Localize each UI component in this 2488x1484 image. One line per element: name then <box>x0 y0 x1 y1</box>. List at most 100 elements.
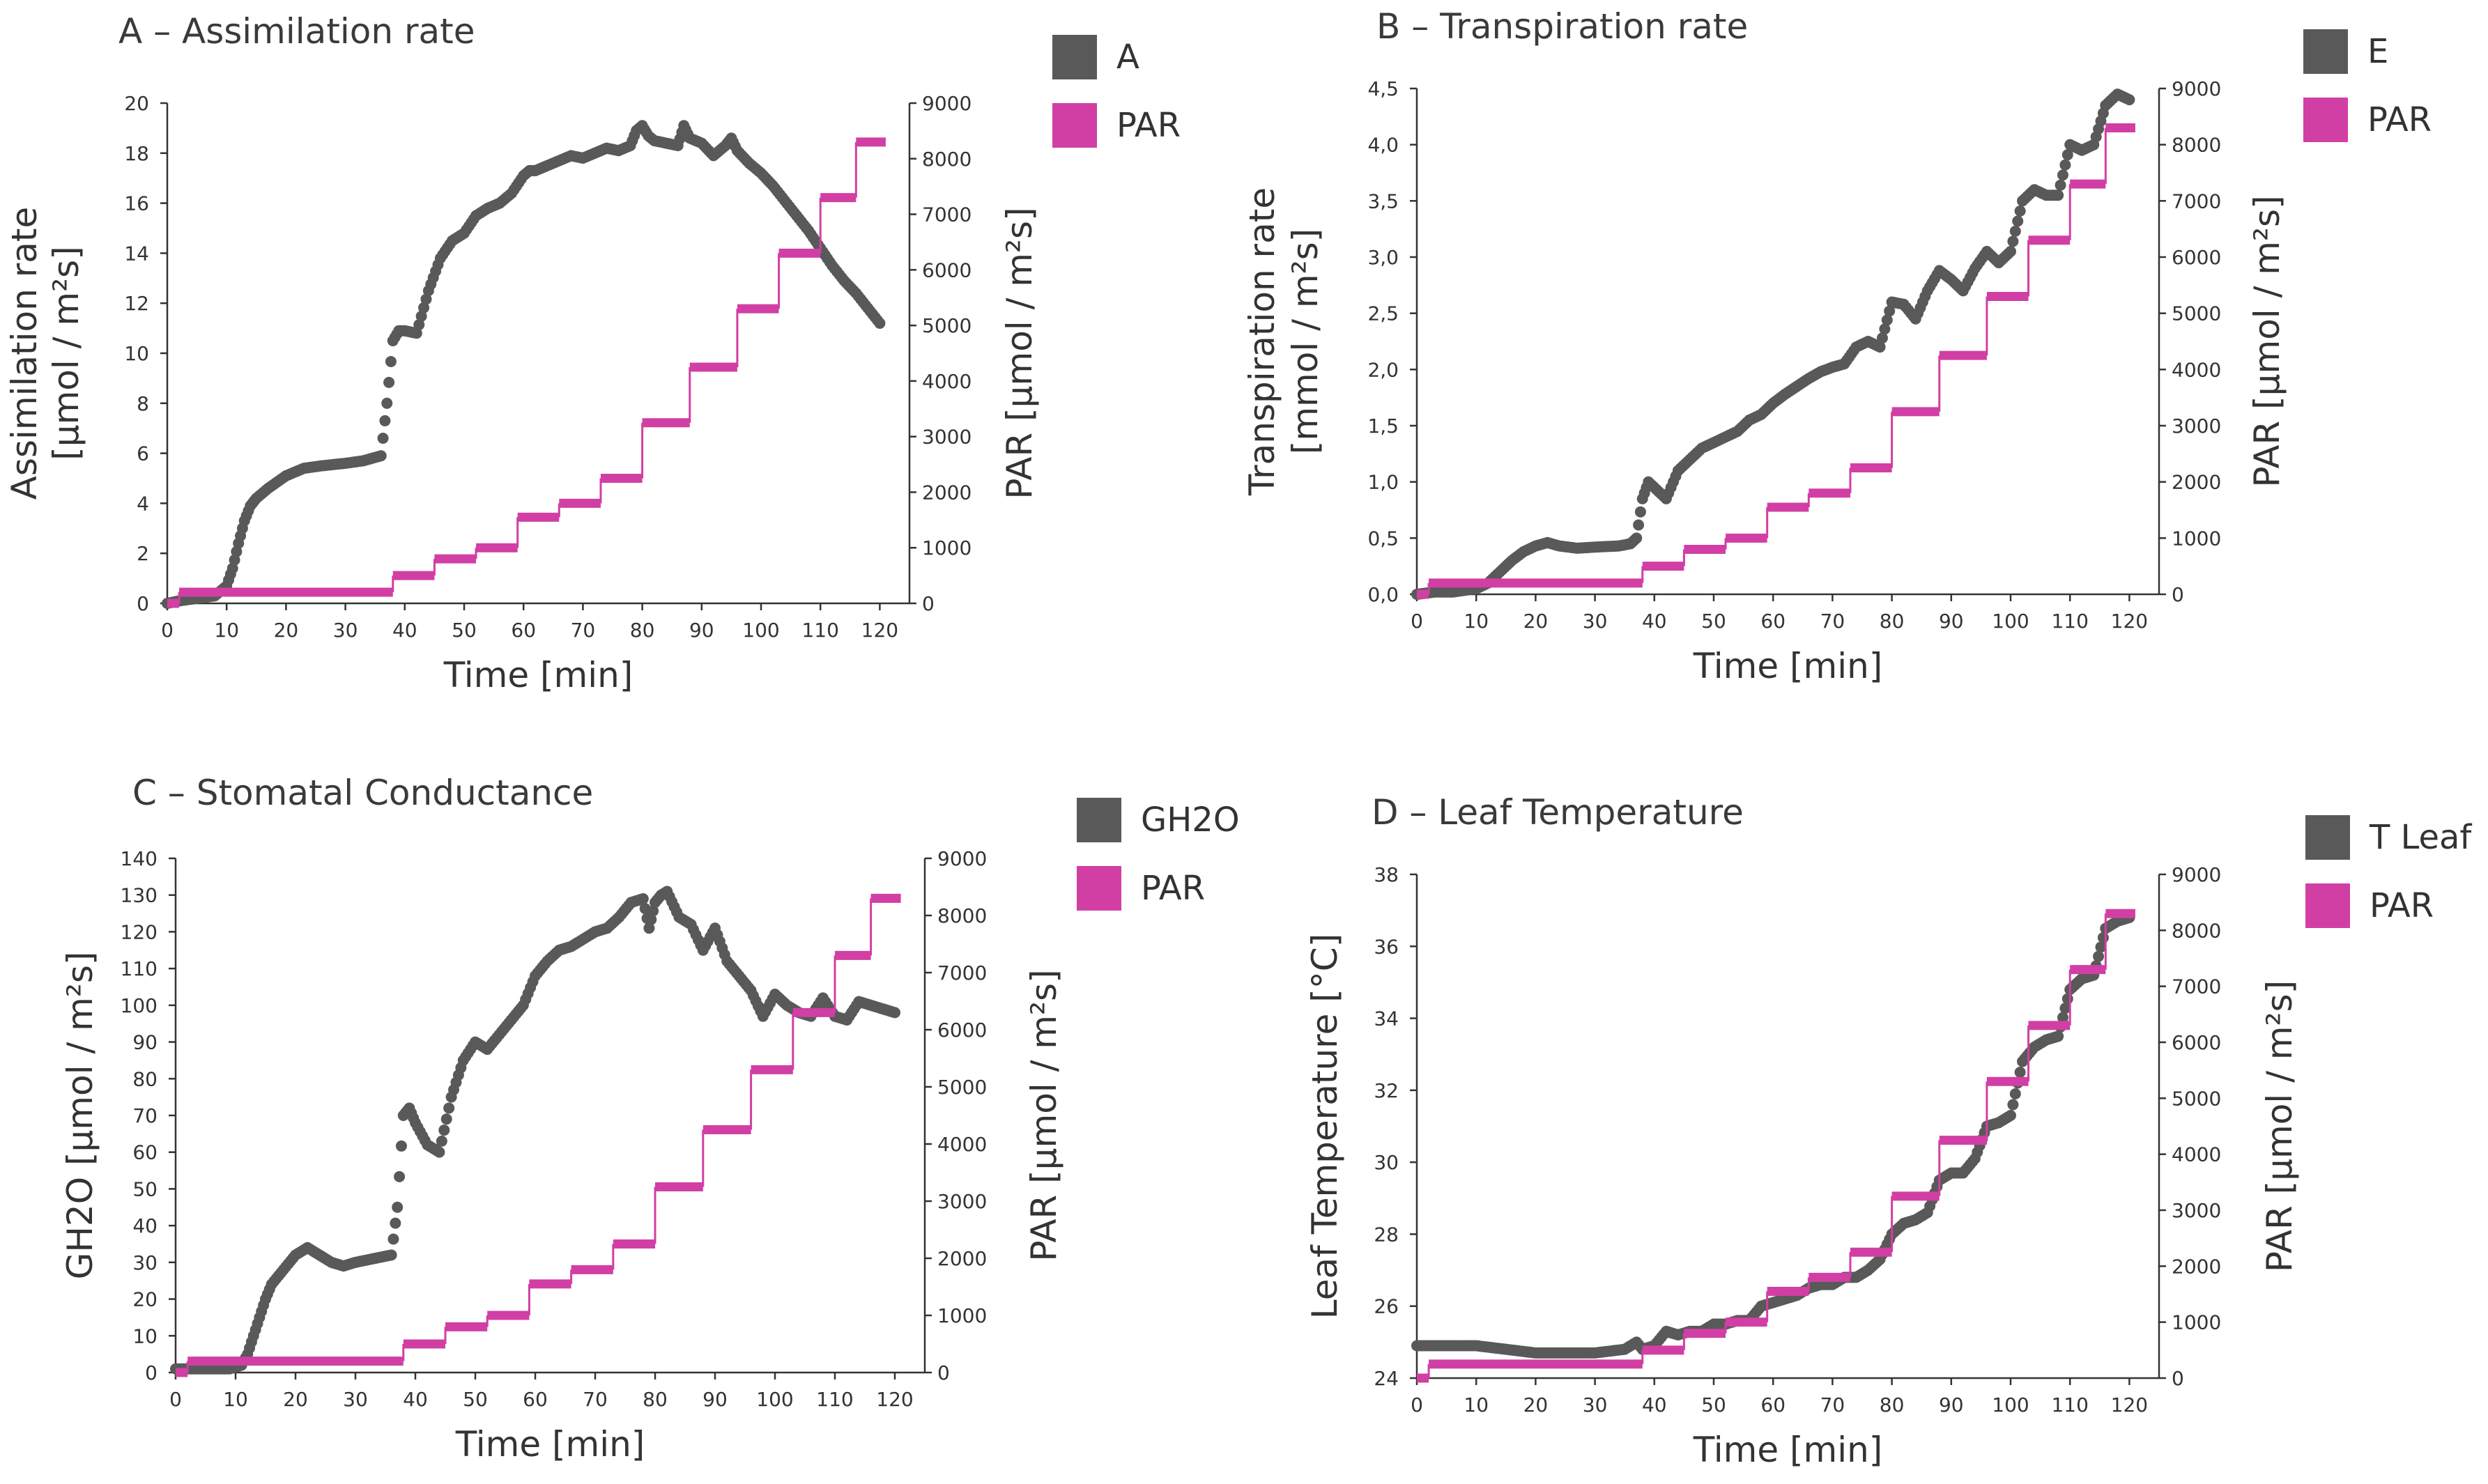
panel-b-legend: E PAR <box>2303 29 2432 142</box>
panel-b-data-point <box>2012 215 2024 227</box>
panel-a-x-tick-label: 10 <box>214 619 239 642</box>
panel-c-data-point <box>395 1140 407 1152</box>
panel-a-y-tick-label: 18 <box>124 142 149 165</box>
panel-b-x-tick-label: 20 <box>1523 610 1549 633</box>
panel-c-y2-tick-label: 0 <box>937 1361 950 1384</box>
panel-a-y2-tick-label: 5000 <box>922 314 972 337</box>
panel-b-data-point <box>1879 323 1891 335</box>
panel-b-data-point <box>2052 190 2064 201</box>
panel-a-legend: A PAR <box>1052 35 1181 148</box>
panel-a-y-tick-label: 16 <box>124 192 149 215</box>
panel-d-y2-axis-label: PAR [µmol / m²s] <box>2259 980 2300 1272</box>
panel-c-y-tick-label: 90 <box>132 1031 158 1054</box>
panel-a-data-point <box>385 355 397 367</box>
panel-a-x-tick-label: 20 <box>274 619 299 642</box>
panel-d-x-tick-label: 50 <box>1701 1393 1726 1416</box>
panel-d-y-tick-label: 28 <box>1374 1223 1399 1246</box>
panel-c-y-tick-label: 20 <box>132 1288 158 1311</box>
panel-c-y-axis-label: GH2O [µmol / m²s] <box>60 952 100 1280</box>
panel-b-x-tick-label: 100 <box>1992 610 2029 633</box>
panel-b-x-tick-label: 0 <box>1411 610 1423 633</box>
panel-b-y2-tick-label: 3000 <box>2172 415 2221 438</box>
panel-d-legend-swatch <box>2305 883 2350 928</box>
panel-a-legend-swatch <box>1052 103 1097 148</box>
panel-c-data-point <box>394 1170 406 1182</box>
panel-b-y-tick-label: 4,0 <box>1367 134 1399 157</box>
panel-a-data-point <box>420 293 432 305</box>
panel-c-x-tick-label: 20 <box>283 1388 308 1411</box>
panel-d-y-tick-label: 24 <box>1374 1367 1399 1390</box>
panel-a-legend-label: PAR <box>1116 106 1181 145</box>
panel-a-data-point <box>383 376 395 388</box>
panel-d-series-par <box>1417 909 2135 1383</box>
panel-d-x-tick-label: 40 <box>1642 1393 1667 1416</box>
panel-a-data-point <box>413 319 425 331</box>
panel-c-y2-tick-label: 6000 <box>937 1019 987 1042</box>
panel-d-data-point <box>2061 993 2073 1005</box>
panel-d-x-tick-label: 0 <box>1411 1393 1423 1416</box>
panel-c-legend-swatch <box>1077 866 1121 911</box>
panel-a-y-tick-label: 2 <box>137 542 149 565</box>
panel-c-x-tick-label: 120 <box>876 1388 913 1411</box>
panel-b-data-point <box>1633 519 1645 531</box>
panel-d-y-tick-label: 32 <box>1374 1079 1399 1102</box>
panel-b-y2-tick-label: 4000 <box>2172 358 2221 381</box>
panel-c-data-point <box>387 1233 399 1245</box>
panel-c-x-tick-label: 110 <box>816 1388 853 1411</box>
panel-a-x-tick-label: 110 <box>801 619 838 642</box>
panel-c-y-tick-label: 50 <box>132 1177 158 1200</box>
panel-d-y2-tick-label: 3000 <box>2172 1199 2221 1222</box>
panel-b-data-point <box>1881 314 1893 326</box>
panel-b-x-tick-label: 90 <box>1939 610 1964 633</box>
panel-c-data-point <box>643 922 655 934</box>
panel-c-y-tick-label: 140 <box>121 847 158 870</box>
panel-b-x-tick-label: 40 <box>1642 610 1667 633</box>
panel-d-x-tick-label: 30 <box>1583 1393 1608 1416</box>
panel-b-data-point <box>2059 159 2071 171</box>
panel-b-y-tick-label: 3,0 <box>1367 246 1399 269</box>
panel-b-legend-label: E <box>2367 32 2388 71</box>
panel-b-data-point <box>1631 532 1643 544</box>
panel-c-series-primary <box>170 886 900 1375</box>
panel-c-y2-tick-label: 1000 <box>937 1304 987 1327</box>
panel-b-data-point <box>2007 235 2019 247</box>
panel-a-x-tick-label: 80 <box>630 619 655 642</box>
panel-c-data-point <box>436 1135 447 1147</box>
panel-c-data-point <box>440 1113 452 1125</box>
panel-a-data-point <box>226 562 238 574</box>
panel-a-y2-tick-label: 9000 <box>922 92 972 115</box>
panel-b-y-tick-label: 4,5 <box>1367 77 1399 100</box>
panel-b-data-point <box>2005 245 2016 257</box>
panel-b-y-tick-label: 2,0 <box>1367 358 1399 381</box>
panel-d-y2-tick-label: 8000 <box>2172 919 2221 942</box>
panel-c-series-par <box>176 893 901 1377</box>
panel-d-x-tick-label: 90 <box>1939 1393 1964 1416</box>
panel-b-x-axis-label: Time [min] <box>1693 646 1883 686</box>
panel-d-data-point <box>2095 941 2107 953</box>
panel-a-series-primary <box>162 120 886 609</box>
panel-b-legend-label: PAR <box>2367 100 2432 139</box>
panel-d-data-point <box>2057 1012 2068 1023</box>
panel-c-x-tick-label: 0 <box>169 1388 182 1411</box>
panel-d-data-point <box>2005 1110 2016 1122</box>
panel-b-x-tick-label: 120 <box>2111 610 2148 633</box>
panel-c-x-axis-label: Time [min] <box>455 1424 645 1464</box>
panel-d: D – Leaf Temperature 0 10 20 30 40 50 60 70 80 90 1… <box>1305 792 2472 1470</box>
panel-d-y-axis-label: Leaf Temperature [°C] <box>1305 934 1345 1319</box>
panel-c-x-tick-label: 70 <box>583 1388 608 1411</box>
panel-d-x-tick-label: 80 <box>1880 1393 1905 1416</box>
panel-b-y-tick-label: 1,5 <box>1367 415 1399 438</box>
panel-d-data-point <box>2059 1003 2071 1014</box>
panel-b-data-point <box>1634 506 1646 518</box>
panel-b-y-axis-unit-label: [mmol / m²s] <box>1285 229 1326 454</box>
panel-a-data-point <box>415 310 427 322</box>
panel-c-x-tick-label: 100 <box>756 1388 793 1411</box>
panel-c-legend-label: GH2O <box>1141 801 1240 840</box>
panel-c-x-tick-label: 10 <box>223 1388 248 1411</box>
panel-a-x-tick-label: 30 <box>333 619 358 642</box>
panel-a-x-tick-label: 70 <box>571 619 596 642</box>
panel-b-y2-tick-label: 8000 <box>2172 134 2221 157</box>
panel-a-title: A – Assimilation rate <box>118 11 475 52</box>
panel-d-x-tick-label: 20 <box>1523 1393 1549 1416</box>
panel-d-y2-tick-label: 9000 <box>2172 863 2221 886</box>
